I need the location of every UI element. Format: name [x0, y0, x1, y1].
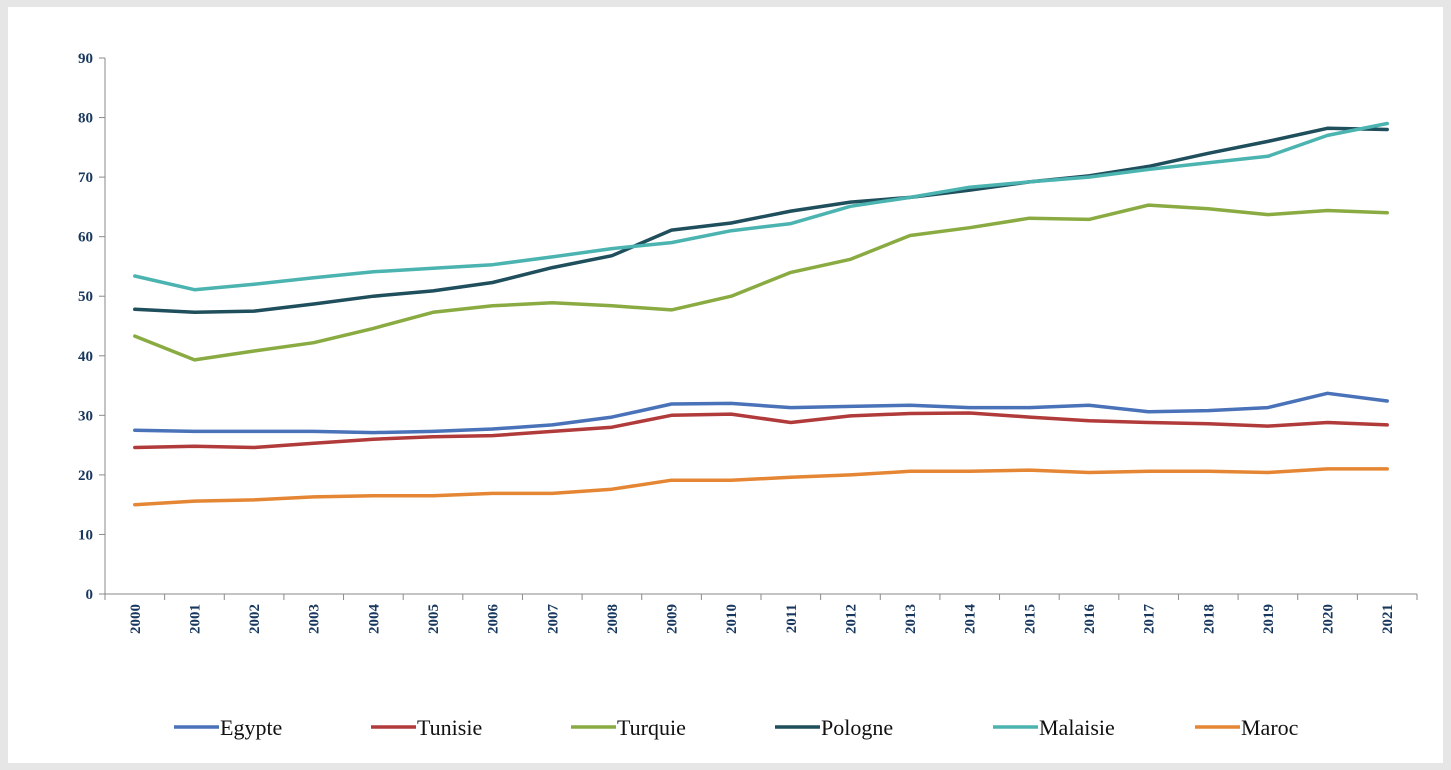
series-line-malaisie	[133, 121, 1389, 292]
series-line-pologne	[133, 126, 1389, 315]
x-tick-label: 2004	[366, 604, 382, 635]
y-tick-label: 10	[78, 527, 93, 543]
x-tick-label: 2013	[903, 604, 919, 634]
x-tick-label: 2012	[843, 604, 859, 634]
legend-item-tunisie: Tunisie	[371, 715, 482, 740]
x-tick-label: 2014	[963, 604, 979, 635]
x-tick-label: 2003	[307, 604, 323, 634]
x-tick-label: 2005	[426, 604, 442, 634]
x-tick-label: 2000	[128, 604, 144, 634]
x-tick-label: 2001	[187, 604, 203, 634]
x-tick-label: 2011	[784, 604, 800, 633]
axes	[104, 58, 1417, 595]
series-lines	[133, 121, 1389, 507]
y-tick-label: 40	[78, 349, 93, 365]
x-tick-label: 2010	[724, 604, 740, 634]
legend-label-egypte: Egypte	[220, 715, 282, 740]
legend-label-maroc: Maroc	[1241, 715, 1299, 740]
x-tick-label: 2006	[486, 604, 502, 635]
y-tick-label: 80	[78, 111, 93, 127]
legend-item-turquie: Turquie	[571, 715, 686, 740]
legend-item-egypte: Egypte	[174, 715, 282, 740]
x-tick-label: 2019	[1261, 604, 1277, 634]
legend-item-maroc: Maroc	[1195, 715, 1299, 740]
y-tick-label: 70	[78, 170, 93, 186]
x-tick-label: 2015	[1022, 604, 1038, 634]
x-tick-label: 2018	[1201, 604, 1217, 634]
x-tick-label: 2021	[1380, 604, 1396, 634]
legend-label-turquie: Turquie	[617, 715, 686, 740]
y-tick-label: 90	[78, 51, 93, 67]
chart-frame: 0 10 20 30 40 50 60 70 80 90 2000 2001 2002 2003 2004…	[8, 7, 1443, 763]
x-tick-label: 2002	[247, 604, 263, 634]
x-tick-label: 2009	[665, 604, 681, 634]
legend-label-pologne: Pologne	[821, 715, 893, 740]
series-line-egypte	[133, 391, 1389, 435]
legend: Egypte Tunisie Turquie Pologne Malaisie Maroc	[174, 715, 1299, 740]
series-line-tunisie	[133, 411, 1389, 450]
x-axis-ticks: 2000 2001 2002 2003 2004 2005 2006 2007 2008 2009…	[104, 594, 1418, 635]
y-axis-ticks: 0 10 20 30 40 50 60 70 80 90	[78, 51, 105, 603]
x-tick-label: 2020	[1321, 604, 1337, 634]
x-tick-label: 2016	[1082, 604, 1098, 635]
legend-item-malaisie: Malaisie	[993, 715, 1115, 740]
line-chart: 0 10 20 30 40 50 60 70 80 90 2000 2001 2002 2003 2004…	[78, 51, 1418, 740]
x-tick-label: 2008	[605, 604, 621, 634]
series-line-turquie	[133, 203, 1389, 362]
y-tick-label: 0	[86, 587, 94, 603]
legend-label-tunisie: Tunisie	[417, 715, 482, 740]
legend-item-pologne: Pologne	[775, 715, 893, 740]
y-tick-label: 60	[78, 230, 93, 246]
y-tick-label: 50	[78, 289, 93, 305]
x-tick-label: 2017	[1142, 604, 1158, 635]
legend-label-malaisie: Malaisie	[1039, 715, 1115, 740]
series-line-maroc	[133, 467, 1389, 507]
y-tick-label: 30	[78, 408, 93, 424]
y-tick-label: 20	[78, 468, 93, 484]
x-tick-label: 2007	[545, 604, 561, 635]
